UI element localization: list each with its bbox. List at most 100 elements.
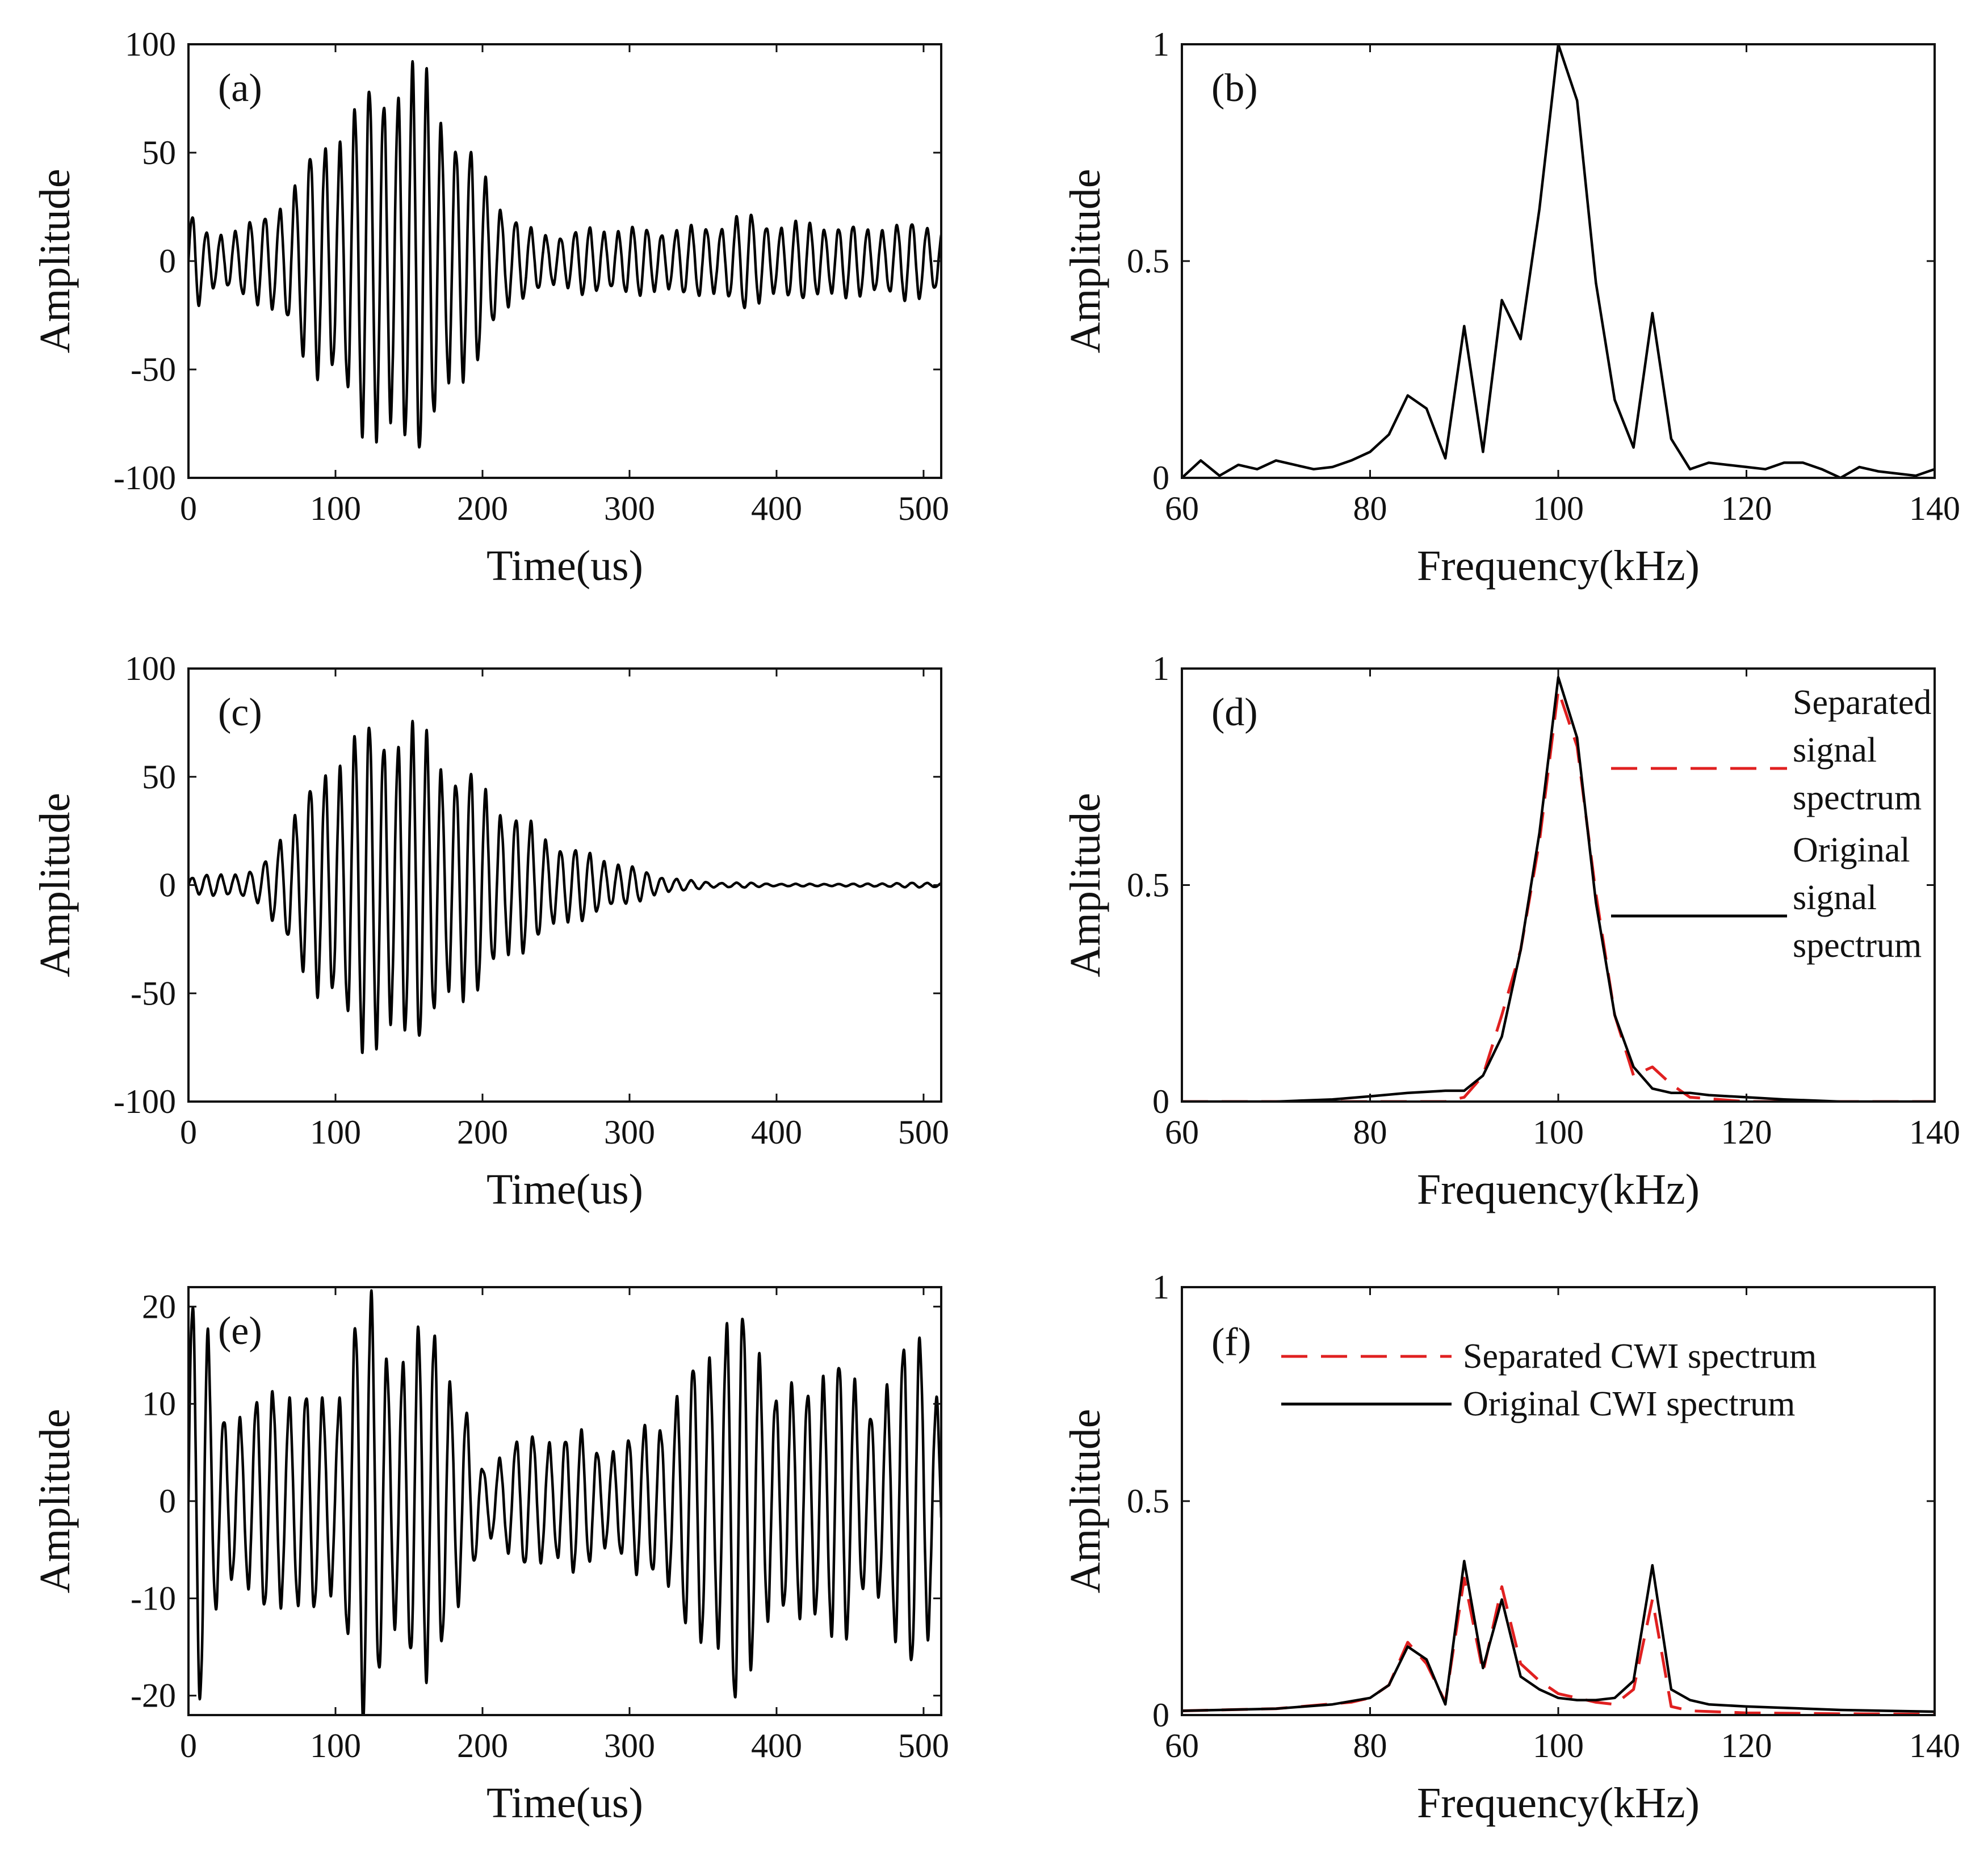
legend: Separated signal spectrum Original signal spe… — [1611, 683, 1931, 965]
x-tick-label: 80 — [1353, 490, 1387, 527]
series-line-original-1 — [1182, 676, 1935, 1102]
x-tick-label: 140 — [1909, 1727, 1960, 1764]
y-tick-label: 1 — [1152, 26, 1169, 63]
series-line-original-0 — [188, 60, 941, 449]
x-tick-label: 80 — [1353, 1727, 1387, 1764]
x-axis-label: Frequency(kHz) — [1417, 542, 1700, 590]
x-tick-label: 400 — [751, 1727, 802, 1764]
legend-label: spectrum — [1793, 926, 1922, 965]
legend-label: Separated CWI spectrum — [1463, 1337, 1817, 1376]
y-axis-label: Amplitude — [31, 169, 79, 353]
panel-label: (d) — [1211, 691, 1258, 734]
x-tick-label: 100 — [310, 1113, 361, 1151]
y-tick-label: 50 — [142, 758, 176, 796]
y-tick-label: 0 — [1152, 1083, 1169, 1120]
legend-label: signal — [1793, 731, 1877, 770]
x-tick-label: 300 — [604, 1113, 655, 1151]
y-tick-label: 0 — [159, 242, 176, 280]
y-tick-label: 0.5 — [1127, 1482, 1169, 1520]
x-tick-label: 500 — [898, 490, 949, 527]
x-tick-label: 100 — [1533, 1727, 1584, 1764]
series-group — [1182, 676, 1935, 1102]
y-tick-label: 0.5 — [1127, 867, 1169, 904]
x-tick-label: 140 — [1909, 490, 1960, 527]
series-group — [1182, 1560, 1935, 1715]
panel-label: (e) — [218, 1309, 262, 1353]
series-group — [1182, 44, 1935, 478]
x-axis-label: Frequency(kHz) — [1417, 1779, 1700, 1827]
x-tick-label: 80 — [1353, 1113, 1387, 1151]
plot-frame — [1181, 43, 1936, 479]
panel-e: 0 100 200 300 400 500 -20 -10 0 10 20 Time(us) Ampli… — [31, 1286, 949, 1827]
y-axis-label: Amplitude — [31, 1409, 79, 1593]
y-tick-label: 100 — [125, 650, 176, 687]
y-axis-label: Amplitude — [1062, 1409, 1109, 1593]
y-tick-label: 0 — [159, 1482, 176, 1520]
y-tick-label: -10 — [131, 1579, 176, 1617]
panel-label: (f) — [1211, 1321, 1251, 1364]
x-tick-label: 100 — [310, 1727, 361, 1764]
panel-c: 0 100 200 300 400 500 -100 -50 0 50 100 Time(us) Amp… — [31, 650, 949, 1213]
panel-a: 0 100 200 300 400 500 -100 -50 0 50 100 Time(us) Amp… — [31, 26, 949, 590]
y-axis-label: Amplitude — [1062, 169, 1109, 353]
x-axis-label: Time(us) — [486, 1779, 643, 1827]
y-tick-label: -50 — [131, 974, 176, 1012]
legend-label: signal — [1793, 879, 1877, 917]
y-tick-label: -100 — [114, 459, 176, 497]
x-tick-label: 0 — [180, 490, 197, 527]
x-tick-label: 400 — [751, 1113, 802, 1151]
series-group — [188, 720, 941, 1054]
series-line-separated-0 — [1182, 688, 1935, 1102]
y-tick-label: 50 — [142, 134, 176, 171]
x-tick-label: 120 — [1721, 1727, 1772, 1764]
x-tick-label: 100 — [310, 490, 361, 527]
y-tick-label: 1 — [1152, 1268, 1169, 1306]
x-tick-label: 500 — [898, 1113, 949, 1151]
y-tick-label: 0.5 — [1127, 242, 1169, 280]
series-line-original-0 — [188, 720, 941, 1054]
y-tick-label: 0 — [159, 867, 176, 904]
series-line-original-0 — [188, 1289, 941, 1715]
x-axis-label: Time(us) — [486, 542, 643, 590]
y-axis-label: Amplitude — [1062, 793, 1109, 977]
panel-f: 60 80 100 120 140 0 0.5 1 Frequency(kHz) Amplitud… — [1062, 1268, 1960, 1827]
x-axis-label: Time(us) — [486, 1166, 643, 1213]
x-axis-label: Frequency(kHz) — [1417, 1166, 1700, 1213]
x-tick-label: 120 — [1721, 1113, 1772, 1151]
panel-label: (b) — [1211, 66, 1258, 110]
x-tick-label: 200 — [457, 490, 508, 527]
x-tick-label: 0 — [180, 1727, 197, 1764]
y-axis-label: Amplitude — [31, 793, 79, 977]
x-tick-label: 60 — [1165, 490, 1199, 527]
x-tick-label: 60 — [1165, 1113, 1199, 1151]
y-tick-label: 1 — [1152, 650, 1169, 687]
x-tick-label: 100 — [1533, 490, 1584, 527]
legend-label: spectrum — [1793, 779, 1922, 817]
series-line-separated-0 — [1182, 1577, 1935, 1715]
x-tick-label: 0 — [180, 1113, 197, 1151]
legend-label: Separated — [1793, 683, 1931, 722]
legend-label: Original CWI spectrum — [1463, 1385, 1795, 1423]
panel-d: 60 80 100 120 140 0 0.5 1 Frequency(kHz) Amplitud… — [1062, 650, 1960, 1213]
x-tick-label: 100 — [1533, 1113, 1584, 1151]
panel-label: (c) — [218, 691, 262, 734]
y-tick-label: -50 — [131, 351, 176, 388]
y-tick-label: 0 — [1152, 459, 1169, 497]
y-tick-label: -20 — [131, 1677, 176, 1714]
y-tick-label: 0 — [1152, 1696, 1169, 1734]
x-tick-label: 400 — [751, 490, 802, 527]
y-tick-label: 100 — [125, 26, 176, 63]
x-tick-label: 140 — [1909, 1113, 1960, 1151]
legend-label: Original — [1793, 831, 1910, 869]
y-tick-label: 20 — [142, 1288, 176, 1325]
series-line-original-0 — [1182, 44, 1935, 478]
x-tick-label: 500 — [898, 1727, 949, 1764]
legend: Separated CWI spectrum Original CWI spect… — [1281, 1337, 1817, 1423]
x-tick-label: 60 — [1165, 1727, 1199, 1764]
series-group — [188, 60, 941, 449]
x-tick-label: 120 — [1721, 490, 1772, 527]
x-tick-label: 300 — [604, 1727, 655, 1764]
y-tick-label: 10 — [142, 1385, 176, 1423]
x-tick-label: 300 — [604, 490, 655, 527]
